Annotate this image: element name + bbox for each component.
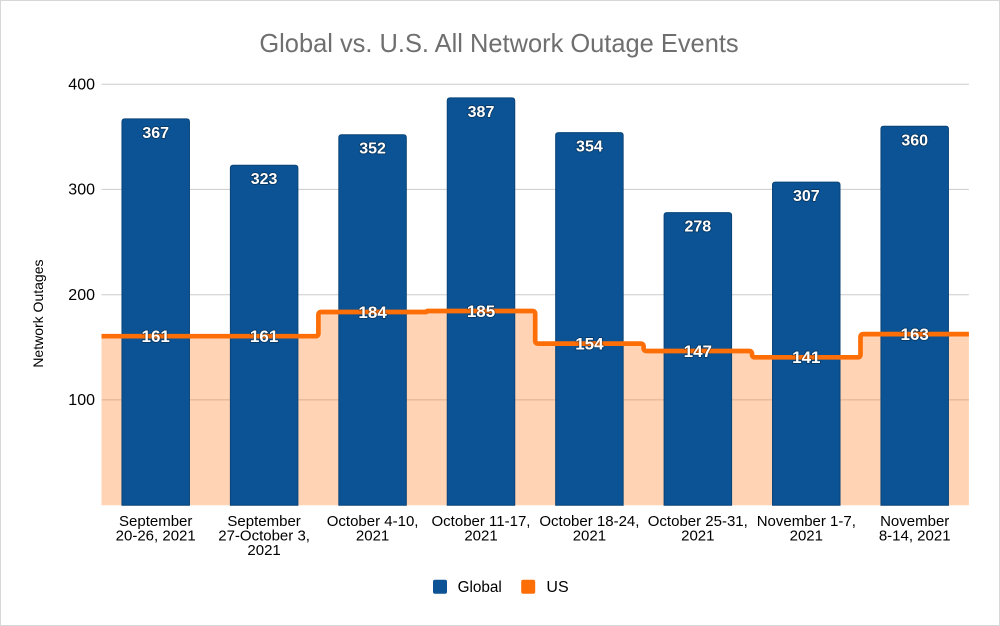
svg-text:154: 154 xyxy=(575,334,604,353)
svg-text:27-October 3,: 27-October 3, xyxy=(218,528,310,545)
svg-text:2021: 2021 xyxy=(247,542,280,559)
svg-text:185: 185 xyxy=(467,302,495,321)
svg-text:300: 300 xyxy=(68,182,95,199)
svg-text:200: 200 xyxy=(68,287,95,304)
svg-text:2021: 2021 xyxy=(464,528,497,545)
svg-text:September: September xyxy=(227,513,300,530)
svg-text:278: 278 xyxy=(684,219,711,236)
svg-text:October 25-31,: October 25-31, xyxy=(648,513,748,530)
svg-text:400: 400 xyxy=(68,76,95,93)
svg-text:367: 367 xyxy=(142,125,169,142)
svg-text:2021: 2021 xyxy=(573,528,606,545)
svg-text:8-14, 2021: 8-14, 2021 xyxy=(879,528,951,545)
svg-text:2021: 2021 xyxy=(790,528,823,545)
svg-text:Global: Global xyxy=(458,579,502,596)
svg-text:147: 147 xyxy=(684,342,712,361)
svg-text:307: 307 xyxy=(793,188,820,205)
svg-text:141: 141 xyxy=(792,348,820,367)
svg-text:323: 323 xyxy=(251,171,278,188)
svg-text:November 1-7,: November 1-7, xyxy=(757,513,856,530)
svg-text:October 18-24,: October 18-24, xyxy=(539,513,639,530)
svg-text:November: November xyxy=(880,513,949,530)
svg-text:September: September xyxy=(119,513,192,530)
svg-text:Network Outages: Network Outages xyxy=(30,260,46,368)
svg-text:360: 360 xyxy=(901,132,928,149)
svg-text:184: 184 xyxy=(358,303,387,322)
svg-text:October 4-10,: October 4-10, xyxy=(327,513,419,530)
svg-text:387: 387 xyxy=(468,104,495,121)
svg-text:2021: 2021 xyxy=(681,528,714,545)
svg-text:US: US xyxy=(546,579,568,596)
svg-text:354: 354 xyxy=(576,139,603,156)
svg-text:352: 352 xyxy=(359,141,386,158)
svg-text:2021: 2021 xyxy=(356,528,389,545)
svg-text:20-26, 2021: 20-26, 2021 xyxy=(116,528,196,545)
svg-text:October 11-17,: October 11-17, xyxy=(432,513,531,530)
svg-text:161: 161 xyxy=(142,327,170,346)
svg-text:100: 100 xyxy=(68,392,95,409)
svg-text:161: 161 xyxy=(250,327,278,346)
svg-text:163: 163 xyxy=(901,325,929,344)
svg-text:Global vs. U.S. All Network Ou: Global vs. U.S. All Network Outage Event… xyxy=(259,30,738,58)
